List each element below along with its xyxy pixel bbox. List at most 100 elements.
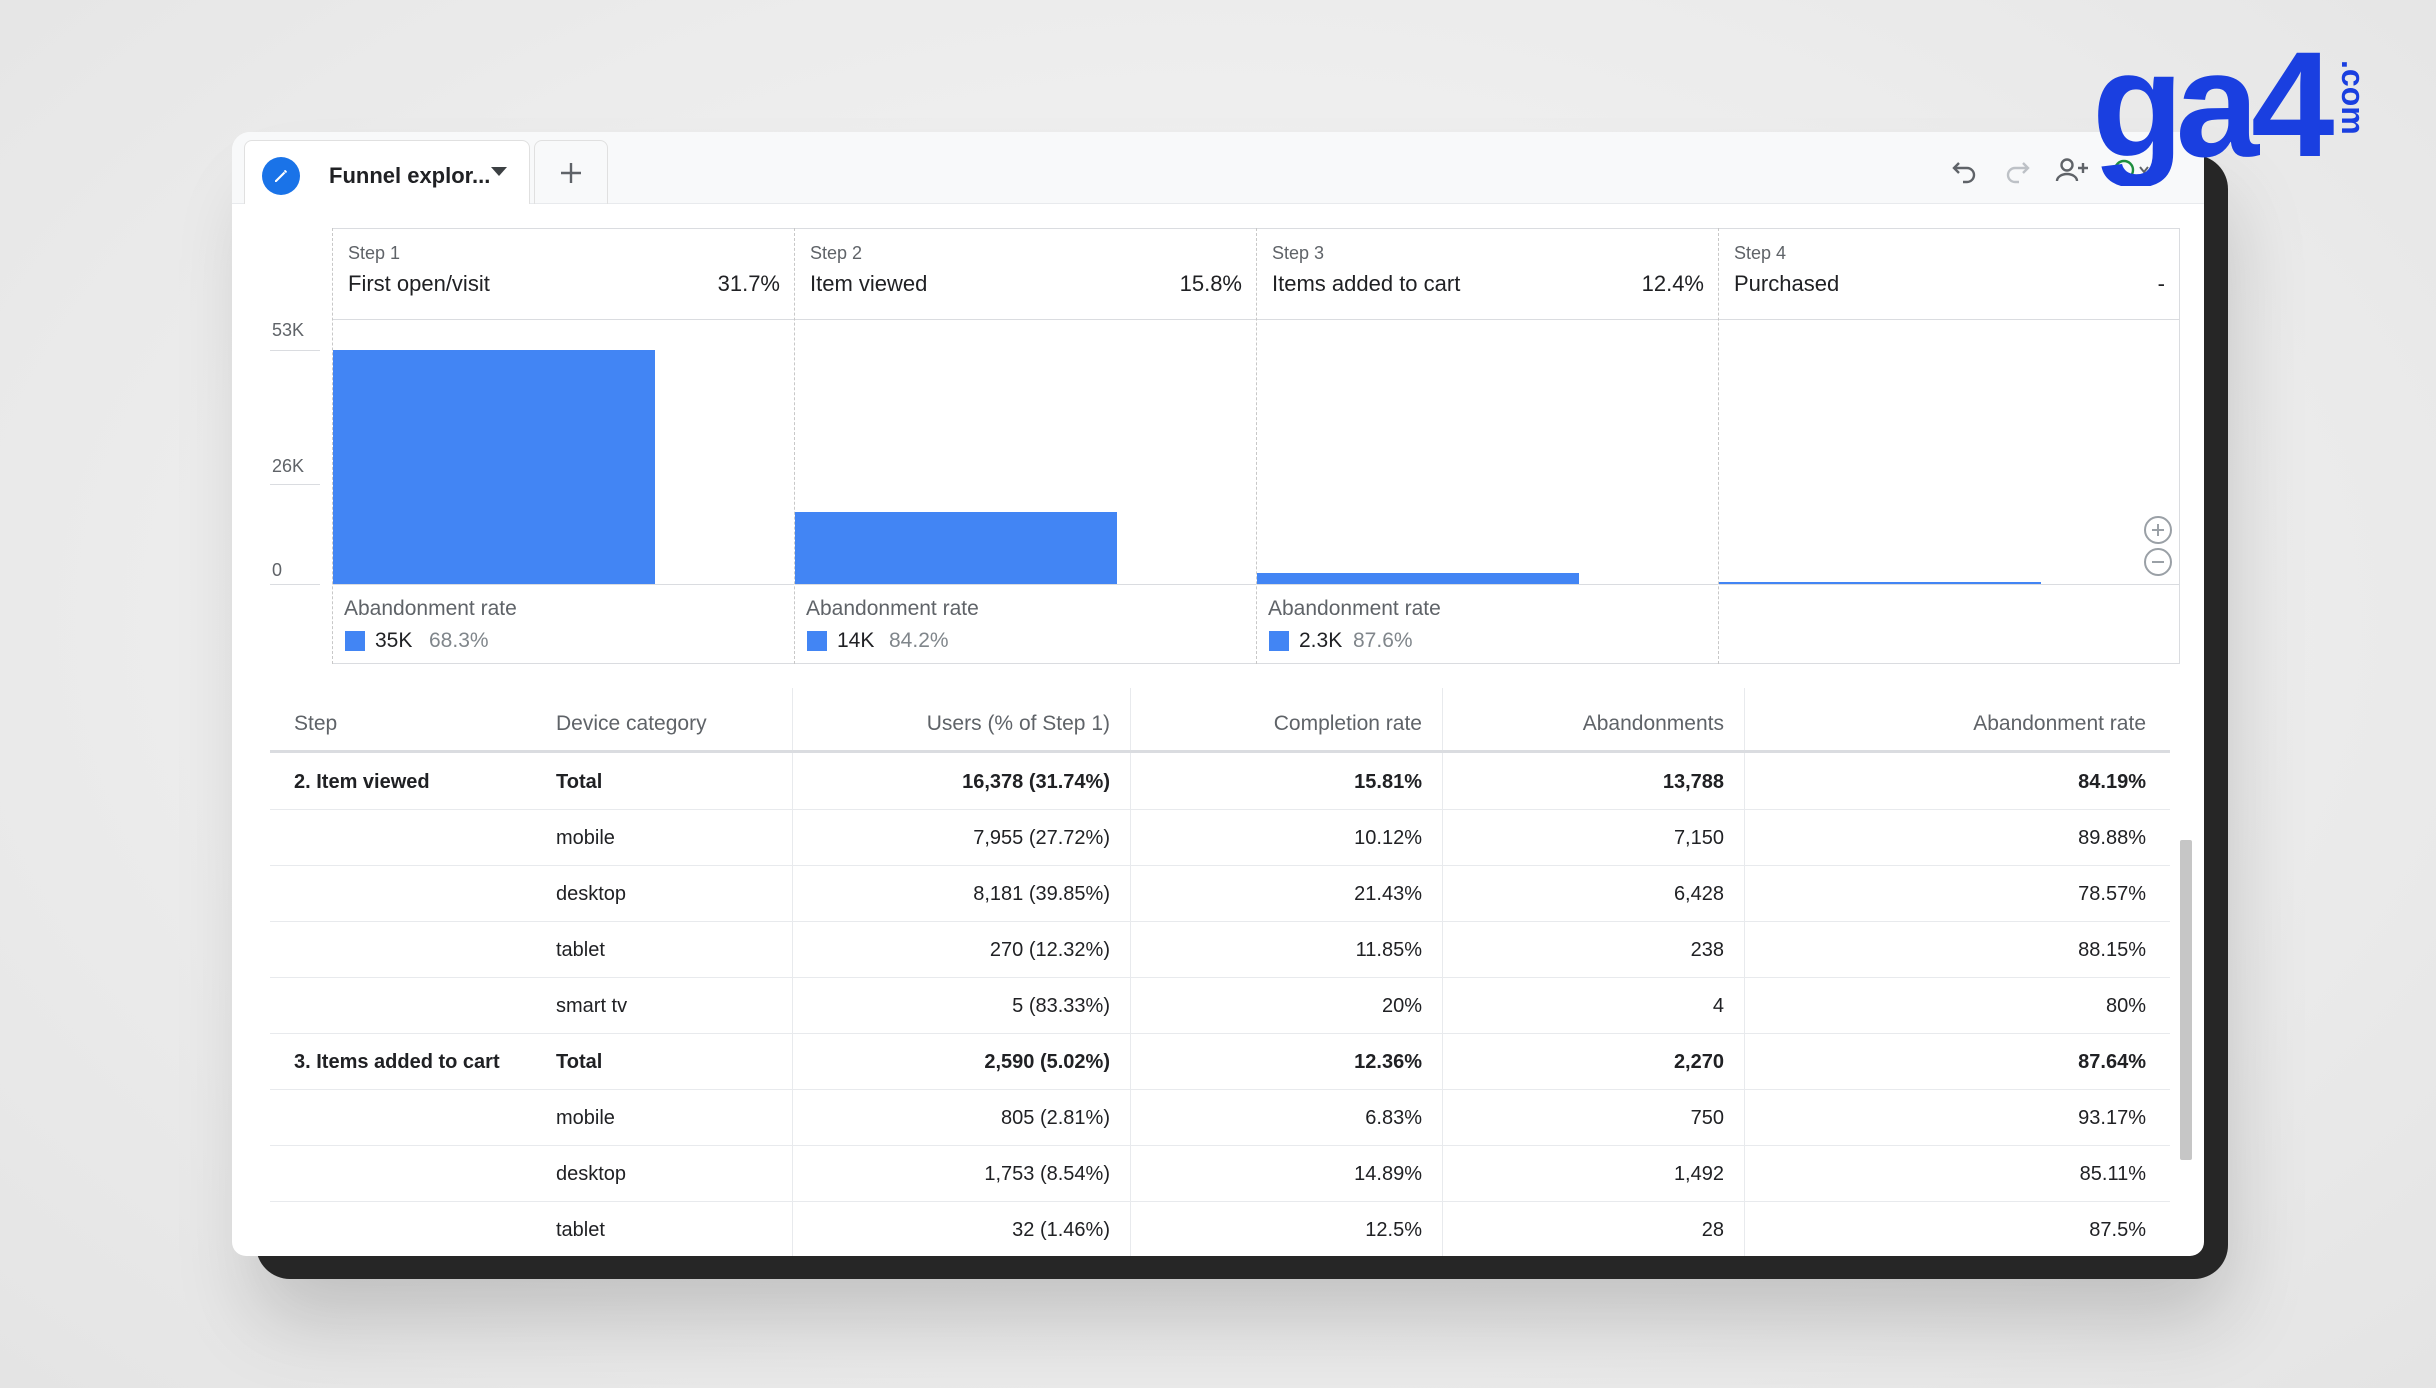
share-button[interactable] bbox=[2052, 150, 2092, 190]
redo-button[interactable] bbox=[1998, 150, 2038, 190]
cell-step: 2. Item viewed bbox=[294, 771, 430, 793]
funnel-step-3[interactable]: Step 3 Items added to cart 12.4% Abandon… bbox=[1256, 228, 1718, 664]
abandonment-count: 35K bbox=[375, 629, 413, 652]
cell-device-category: desktop bbox=[556, 883, 627, 905]
cell-device-category: mobile bbox=[556, 1107, 615, 1129]
column-header-users[interactable]: Users (% of Step 1) bbox=[926, 712, 1110, 735]
tab-label: Funnel explor... bbox=[329, 163, 491, 188]
y-tick-label: 53K bbox=[272, 320, 305, 340]
funnel-chart: 53K 26K 0 Step 1 First open/visit 31.7% … bbox=[270, 228, 2180, 668]
step-number: Step 1 bbox=[348, 243, 401, 263]
table-row[interactable]: desktop 8,181 (39.85%) 21.43% 6,428 78.57% bbox=[270, 866, 2170, 922]
cell-abandonment-rate: 87.5% bbox=[2089, 1219, 2146, 1241]
abandonment-summary: Abandonment rate 14K 84.2% bbox=[795, 584, 1256, 664]
table-row[interactable]: 3. Items added to cart Total 2,590 (5.02%)… bbox=[270, 1034, 2170, 1090]
cell-abandonments: 2,270 bbox=[1673, 1051, 1724, 1073]
funnel-step-2[interactable]: Step 2 Item viewed 15.8% Abandonment rat… bbox=[794, 228, 1256, 664]
cell-abandonment-rate: 80% bbox=[2105, 995, 2146, 1017]
caret-down-icon[interactable] bbox=[491, 167, 507, 176]
exploration-toolbar: Funnel explor... bbox=[232, 132, 2204, 204]
abandonment-title: Abandonment rate bbox=[1268, 597, 1441, 620]
cell-users: 805 (2.81%) bbox=[1001, 1107, 1110, 1129]
redo-icon bbox=[2006, 162, 2030, 184]
step-name: First open/visit bbox=[348, 271, 490, 296]
cell-abandonments: 1,492 bbox=[1673, 1163, 1724, 1185]
cell-abandonment-rate: 78.57% bbox=[2078, 883, 2146, 905]
abandonment-rate: 84.2% bbox=[889, 629, 949, 652]
cell-device-category: desktop bbox=[556, 1163, 627, 1185]
legend-swatch bbox=[345, 631, 365, 651]
funnel-bar[interactable] bbox=[333, 350, 655, 584]
abandonment-title: Abandonment rate bbox=[344, 597, 517, 620]
cell-completion-rate: 21.43% bbox=[1354, 883, 1422, 905]
zoom-in-icon[interactable] bbox=[2144, 516, 2172, 544]
cell-abandonments: 750 bbox=[1690, 1107, 1724, 1129]
table-row[interactable]: mobile 805 (2.81%) 6.83% 750 93.17% bbox=[270, 1090, 2170, 1146]
cell-abandonments: 238 bbox=[1690, 939, 1724, 961]
table-row[interactable]: tablet 270 (12.32%) 11.85% 238 88.15% bbox=[270, 922, 2170, 978]
y-gridline bbox=[270, 584, 320, 585]
tab-funnel-exploration[interactable]: Funnel explor... bbox=[244, 140, 530, 204]
undo-icon bbox=[1952, 162, 1976, 184]
table-row[interactable]: 2. Item viewed Total 16,378 (31.74%) 15.81%… bbox=[270, 754, 2170, 810]
table-row[interactable]: tablet 32 (1.46%) 12.5% 28 87.5% bbox=[270, 1202, 2170, 1256]
abandonment-title: Abandonment rate bbox=[806, 597, 979, 620]
cell-abandonment-rate: 85.11% bbox=[2079, 1163, 2146, 1185]
cell-completion-rate: 12.36% bbox=[1354, 1051, 1422, 1073]
cell-step: 3. Items added to cart bbox=[294, 1051, 500, 1073]
step-header: Step 3 Items added to cart 12.4% bbox=[1257, 228, 1718, 320]
cell-users: 8,181 (39.85%) bbox=[973, 883, 1110, 905]
table-row[interactable]: desktop 1,753 (8.54%) 14.89% 1,492 85.11% bbox=[270, 1146, 2170, 1202]
y-gridline bbox=[270, 350, 320, 351]
cell-abandonment-rate: 87.64% bbox=[2078, 1051, 2146, 1073]
column-header-step[interactable]: Step bbox=[294, 712, 338, 735]
step-number: Step 2 bbox=[810, 243, 863, 263]
column-header-abandonments[interactable]: Abandonments bbox=[1582, 712, 1724, 735]
svg-text:ga4: ga4 bbox=[2092, 36, 2334, 186]
cell-completion-rate: 14.89% bbox=[1354, 1163, 1422, 1185]
insights-icon bbox=[2113, 159, 2149, 181]
step-completion-pct: 15.8% bbox=[1179, 271, 1242, 296]
undo-button[interactable] bbox=[1944, 150, 1984, 190]
cell-users: 7,955 (27.72%) bbox=[973, 827, 1110, 849]
abandonment-rate: 87.6% bbox=[1353, 629, 1413, 652]
cell-abandonment-rate: 89.88% bbox=[2078, 827, 2146, 849]
cell-users: 270 (12.32%) bbox=[989, 939, 1110, 961]
add-tab-button[interactable] bbox=[534, 140, 608, 204]
step-header: Step 1 First open/visit 31.7% bbox=[333, 228, 794, 320]
step-name: Item viewed bbox=[810, 271, 928, 296]
y-gridline bbox=[270, 484, 320, 485]
exploration-window: Funnel explor... 53K 26K 0 Step 1 bbox=[232, 132, 2204, 1256]
step-name: Items added to cart bbox=[1272, 271, 1461, 296]
column-divider bbox=[1744, 688, 1745, 1256]
cell-completion-rate: 20% bbox=[1381, 995, 1422, 1017]
y-tick-label: 0 bbox=[272, 560, 283, 580]
funnel-bar[interactable] bbox=[1719, 582, 2041, 584]
cell-device-category: tablet bbox=[556, 1219, 605, 1241]
step-completion-pct: - bbox=[2157, 271, 2165, 296]
cell-completion-rate: 11.85% bbox=[1355, 939, 1422, 961]
column-header-abandonment-rate[interactable]: Abandonment rate bbox=[1973, 712, 2146, 735]
abandonment-count: 2.3K bbox=[1299, 629, 1343, 652]
cell-completion-rate: 10.12% bbox=[1354, 827, 1422, 849]
cell-device-category: Total bbox=[556, 1051, 603, 1073]
column-header-device-category[interactable]: Device category bbox=[556, 712, 707, 735]
table-row[interactable]: smart tv 5 (83.33%) 20% 4 80% bbox=[270, 978, 2170, 1034]
funnel-step-4[interactable]: Step 4 Purchased - bbox=[1718, 228, 2180, 664]
table-scrollbar[interactable] bbox=[2180, 840, 2192, 1160]
column-header-completion-rate[interactable]: Completion rate bbox=[1273, 712, 1422, 735]
funnel-step-1[interactable]: Step 1 First open/visit 31.7% Abandonmen… bbox=[332, 228, 794, 664]
step-completion-pct: 31.7% bbox=[717, 271, 780, 296]
funnel-bar[interactable] bbox=[1257, 573, 1579, 584]
zoom-out-icon[interactable] bbox=[2144, 548, 2172, 576]
plus-icon bbox=[561, 162, 581, 183]
abandonment-summary bbox=[1719, 584, 2179, 664]
column-divider bbox=[1130, 688, 1131, 1256]
pencil-icon[interactable] bbox=[262, 157, 300, 195]
insights-button[interactable] bbox=[2110, 150, 2150, 190]
abandonment-rate: 68.3% bbox=[429, 629, 489, 652]
funnel-bar[interactable] bbox=[795, 512, 1117, 584]
table-row[interactable]: mobile 7,955 (27.72%) 10.12% 7,150 89.88% bbox=[270, 810, 2170, 866]
cell-abandonment-rate: 84.19% bbox=[2078, 771, 2146, 793]
cell-device-category: Total bbox=[556, 771, 603, 793]
